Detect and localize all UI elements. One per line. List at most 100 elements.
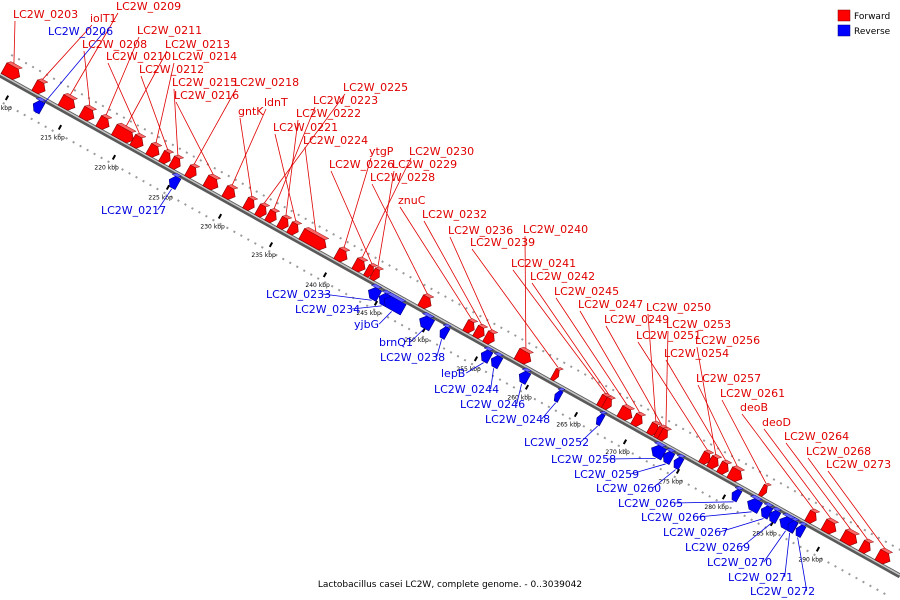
reverse-leader-line	[741, 522, 772, 548]
forward-gene-label: LC2W_0251	[636, 329, 701, 342]
forward-leader-line	[41, 24, 93, 81]
reverse-gene-label: LC2W_0266	[641, 511, 706, 524]
gene-block-top	[291, 220, 303, 225]
legend-reverse-swatch	[837, 24, 851, 37]
forward-leader-line	[263, 93, 346, 204]
legend-forward-swatch	[837, 9, 851, 22]
forward-gene-label: deoB	[740, 401, 768, 414]
tick-label: 240 kbp	[305, 282, 330, 289]
reverse-gene-block	[760, 502, 775, 520]
forward-leader-line	[827, 470, 887, 551]
forward-leader-line	[665, 359, 727, 462]
forward-gene-label: LC2W_0210	[106, 50, 171, 63]
forward-gene-block	[549, 367, 564, 382]
gene-block-top	[557, 387, 566, 391]
gene-block-top	[370, 283, 383, 289]
gene-block-top	[826, 517, 840, 524]
forward-gene-block	[110, 122, 137, 144]
forward-gene-label: LC2W_0212	[139, 63, 204, 76]
gene-block-top	[171, 172, 183, 178]
reverse-leader-line	[410, 328, 424, 343]
forward-leader-line	[193, 88, 237, 165]
map-caption: Lactobacillus casei LC2W, complete genom…	[318, 580, 582, 590]
gene-block-top	[483, 346, 495, 352]
reverse-gene-block	[168, 172, 183, 191]
reverse-gene-block	[553, 387, 566, 403]
reverse-leader-line	[490, 368, 495, 390]
forward-gene-block	[286, 220, 303, 236]
forward-gene-label: LC2W_0261	[720, 387, 785, 400]
forward-gene-label: deoD	[762, 416, 791, 429]
forward-gene-block	[264, 208, 281, 224]
reverse-leader-line	[351, 305, 382, 310]
tick-label: 250 kbp	[404, 337, 429, 344]
gene-block-top	[519, 346, 535, 354]
reverse-gene-block	[383, 292, 407, 316]
forward-gene-block	[202, 173, 222, 191]
reverse-gene-block	[673, 453, 686, 471]
gene-block-top	[622, 404, 636, 411]
gene-block-top	[116, 122, 137, 133]
forward-leader-line	[449, 236, 493, 331]
forward-gene-label: LC2W_0203	[13, 8, 78, 21]
reverse-gene-label: LC2W_0259	[574, 468, 639, 481]
gene-block-top	[493, 352, 505, 357]
reverse-gene-block	[651, 441, 668, 461]
reverse-gene-label: LC2W_0272	[750, 585, 815, 598]
forward-leader-line	[423, 220, 483, 326]
forward-guide-line	[10, 54, 900, 551]
gene-block-top	[676, 453, 686, 458]
gene-block-top	[771, 506, 783, 512]
forward-gene-block	[168, 154, 185, 170]
forward-gene-label: LC2W_0211	[137, 24, 202, 37]
forward-gene-label: LC2W_0236	[448, 224, 513, 237]
forward-gene-block	[630, 411, 647, 428]
forward-leader-line	[531, 282, 611, 397]
gene-block-top	[763, 502, 775, 507]
forward-gene-block	[129, 133, 147, 149]
gene-block-top	[386, 292, 407, 303]
reverse-gene-label: LC2W_0238	[380, 351, 445, 364]
forward-gene-label: LC2W_0256	[695, 334, 760, 347]
reverse-gene-block	[439, 323, 452, 340]
forward-leader-line	[274, 133, 297, 222]
forward-gene-shape	[757, 483, 768, 497]
forward-gene-block	[698, 449, 715, 465]
gene-block-top	[84, 104, 98, 111]
reverse-gene-label: LC2W_0258	[551, 453, 616, 466]
gene-block-top	[259, 202, 271, 208]
gene-block-top	[189, 163, 201, 169]
reverse-leader-line	[516, 383, 523, 405]
gene-block-top	[247, 195, 259, 201]
tick-label: 280 kbp	[704, 504, 729, 511]
forward-gene-label: LC2W_0253	[666, 318, 731, 331]
forward-leader-line	[304, 146, 317, 233]
reverse-gene-label: LC2W_0217	[101, 204, 166, 217]
reverse-gene-label: LC2W_0233	[266, 288, 331, 301]
reverse-gene-label: LC2W_0246	[460, 398, 525, 411]
tick-mark	[473, 356, 479, 362]
forward-gene-label: LC2W_0224	[303, 134, 368, 147]
forward-gene-block	[616, 404, 636, 421]
gene-block-top	[163, 149, 175, 154]
gene-block-top	[101, 114, 113, 120]
forward-gene-label: LC2W_0254	[664, 347, 729, 360]
reverse-gene-label: LC2W_0234	[295, 303, 360, 316]
tick-mark	[721, 494, 727, 500]
forward-gene-block	[184, 163, 201, 179]
reverse-gene-label: LC2W_0265	[618, 497, 683, 510]
forward-gene-block	[363, 263, 379, 278]
reverse-gene-block	[787, 517, 800, 534]
forward-gene-label: ldnT	[264, 96, 288, 109]
tick-label: 220 kbp	[94, 164, 119, 171]
legend-reverse-label: Reverse	[854, 27, 891, 37]
forward-leader-line	[721, 399, 767, 484]
gene-block-top	[208, 173, 222, 180]
tick-mark	[165, 184, 171, 191]
reverse-gene-label: LC2W_0269	[685, 541, 750, 554]
forward-leader-line	[763, 428, 833, 521]
gene-block-top	[809, 508, 821, 514]
forward-gene-block	[874, 547, 894, 565]
forward-gene-label: LC2W_0230	[409, 145, 474, 158]
forward-gene-label: LC2W_0232	[422, 208, 487, 221]
